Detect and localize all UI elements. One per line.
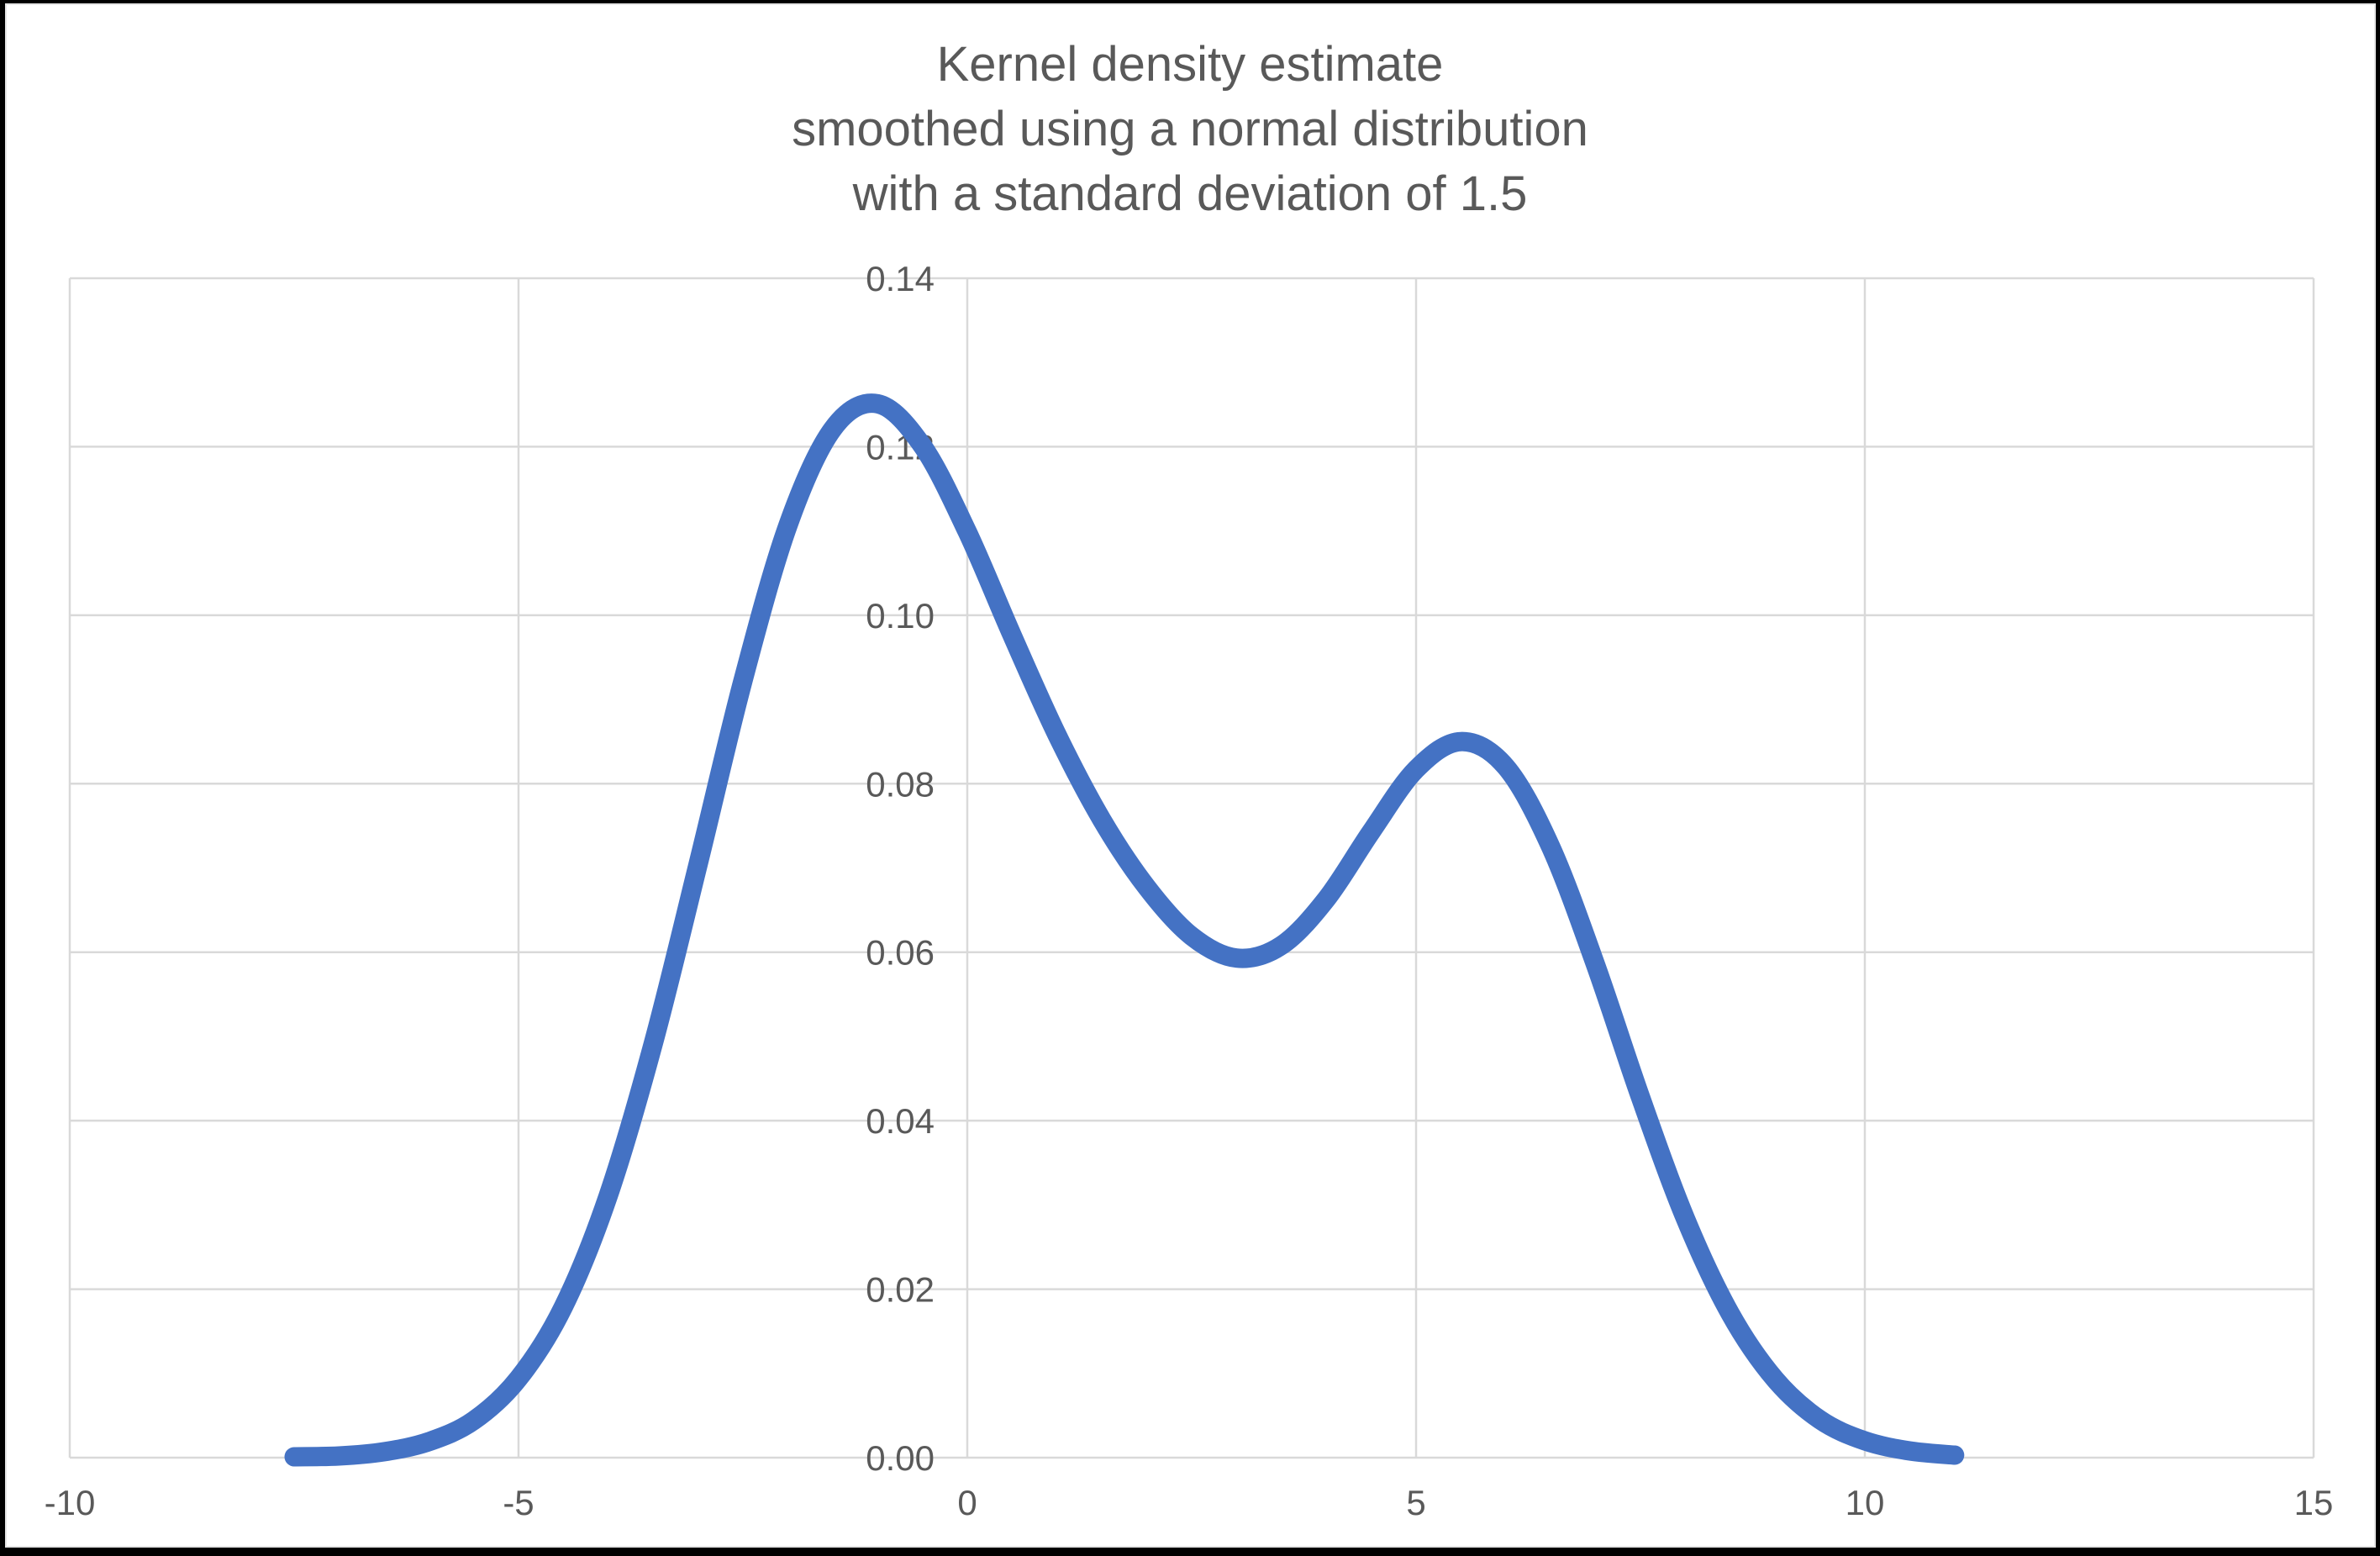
chart-title-line-3: with a standard deviation of 1.5: [852, 166, 1528, 221]
x-axis-tick-label: 10: [1846, 1483, 1885, 1522]
y-axis-tick-label: 0.08: [866, 764, 935, 804]
x-axis-tick-label: 0: [957, 1483, 977, 1522]
y-axis-tick-label: 0.14: [866, 259, 935, 298]
kde-series: [284, 393, 1965, 1467]
y-axis-tick-label: 0.00: [866, 1438, 935, 1478]
x-axis-tick-label: -10: [45, 1483, 96, 1522]
chart-title-line-1: Kernel density estimate: [936, 37, 1444, 92]
chart-title: Kernel density estimate smoothed using a…: [0, 32, 2380, 226]
kde-curve: [284, 393, 1965, 1467]
y-axis-tick-label: 0.04: [866, 1101, 935, 1141]
y-axis-tick-label: 0.06: [866, 933, 935, 973]
y-axis-tick-label: 0.02: [866, 1270, 935, 1310]
chart-title-line-2: smoothed using a normal distribution: [792, 102, 1588, 156]
y-axis-tick-label: 0.10: [866, 596, 935, 636]
gridlines: [68, 277, 2315, 1459]
axis-tick-labels: -10 -5 0 5 10 150.000.020.040.060.080.100.120…: [45, 259, 2334, 1522]
x-axis-tick-label: -5: [503, 1483, 534, 1522]
x-axis-tick-label: 15: [2294, 1483, 2334, 1522]
x-axis-tick-label: 5: [1406, 1483, 1425, 1522]
